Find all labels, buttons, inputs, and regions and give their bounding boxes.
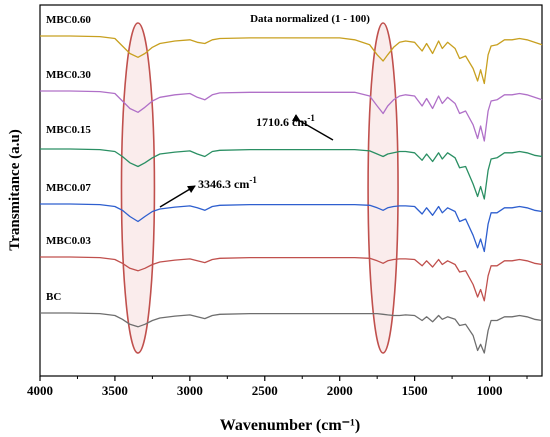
annotation-1710: 1710.6 cm-1	[256, 113, 315, 129]
plot-frame	[39, 4, 543, 377]
x-axis-label: Wavenumber (cm⁻¹)	[220, 417, 360, 434]
series-label-bc: BC	[46, 291, 61, 303]
series-line-mbc0-15	[40, 148, 543, 200]
series-line-mbc0-60	[40, 35, 543, 85]
annotation-arrow-1710	[291, 114, 334, 141]
annotation-3346-text: 3346.3 cm	[198, 177, 249, 191]
series-label-mbc0-30: MBC0.30	[46, 69, 91, 81]
series-line-mbc0-30	[40, 90, 543, 142]
x-tick-label-3500: 3500	[102, 383, 128, 398]
annotations: 3346.3 cm-1 1710.6 cm-1	[159, 113, 334, 208]
annotation-3346: 3346.3 cm-1	[198, 175, 257, 191]
annotation-1710-text: 1710.6 cm	[256, 115, 307, 129]
chart-title: Data normalized (1 - 100)	[250, 13, 370, 25]
y-axis-label: Transmitance (a.u)	[7, 129, 23, 250]
series-traces	[40, 35, 543, 354]
series-label-mbc0-60: MBC0.60	[46, 14, 91, 26]
x-axis-ticks: 4000 3500 3000 2500 2000 1500 1000	[27, 376, 528, 398]
x-tick-label-1000: 1000	[477, 383, 503, 398]
series-line-mbc0-03	[40, 256, 543, 302]
series-line-bc	[40, 312, 543, 354]
annotation-1710-sup: -1	[307, 113, 315, 123]
highlight-ellipse-0	[120, 22, 156, 354]
highlight-regions	[120, 22, 399, 354]
x-tick-label-3000: 3000	[177, 383, 203, 398]
series-label-mbc0-07: MBC0.07	[46, 182, 91, 194]
x-tick-label-1500: 1500	[402, 383, 428, 398]
x-tick-label-2500: 2500	[252, 383, 278, 398]
series-label-mbc0-15: MBC0.15	[46, 124, 91, 136]
annotation-arrow-3346	[159, 185, 196, 208]
annotation-3346-sup: -1	[249, 175, 257, 185]
series-label-mbc0-03: MBC0.03	[46, 235, 91, 247]
series-labels: BC MBC0.03 MBC0.07 MBC0.15 MBC0.30 MBC0.60	[46, 14, 91, 303]
series-line-mbc0-07	[40, 203, 543, 253]
highlight-ellipse-1	[367, 22, 399, 354]
x-tick-label-4000: 4000	[27, 383, 53, 398]
x-tick-label-2000: 2000	[327, 383, 353, 398]
